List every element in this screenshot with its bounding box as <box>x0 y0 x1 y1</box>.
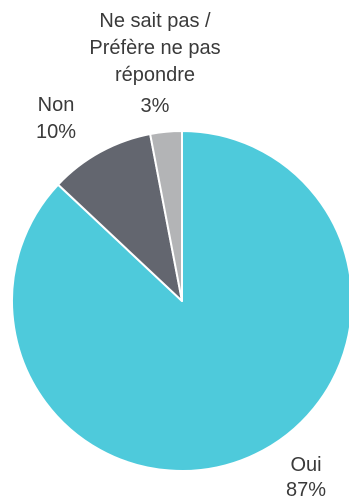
slice-label-oui: Oui 87% <box>286 454 326 500</box>
slice-label-non-name: Non <box>38 94 75 116</box>
pie-slice-nsp <box>149 130 183 302</box>
slice-label-nsp-value: 3% <box>141 95 170 117</box>
slice-label-nsp: Ne sait pas / Préfère ne pas répondre 3% <box>89 10 220 117</box>
slice-label-nsp-line1: Ne sait pas / <box>99 10 211 32</box>
slice-label-oui-value: 87% <box>286 479 326 500</box>
slice-label-nsp-line3: répondre <box>115 64 195 86</box>
pie-slice-non <box>57 133 183 302</box>
slice-label-oui-name: Oui <box>290 454 321 476</box>
slice-label-nsp-line2: Préfère ne pas <box>89 37 220 59</box>
pie-slices <box>11 130 349 472</box>
slice-label-non: Non 10% <box>36 94 76 143</box>
slice-label-non-value: 10% <box>36 121 76 143</box>
